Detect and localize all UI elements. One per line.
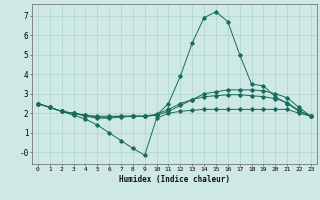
X-axis label: Humidex (Indice chaleur): Humidex (Indice chaleur) xyxy=(119,175,230,184)
